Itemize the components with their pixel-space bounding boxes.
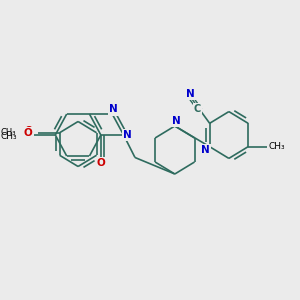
Text: O: O [24, 126, 32, 136]
Text: N: N [109, 104, 118, 115]
Text: N: N [172, 116, 181, 126]
Text: O: O [97, 158, 105, 168]
Text: CH₃: CH₃ [0, 128, 16, 137]
Text: O: O [24, 128, 33, 138]
Text: C: C [194, 104, 201, 114]
Text: N: N [186, 89, 195, 99]
Text: CH₃: CH₃ [269, 142, 286, 151]
Text: N: N [123, 130, 131, 140]
Text: CH₃: CH₃ [0, 132, 17, 141]
Text: N: N [201, 145, 210, 155]
